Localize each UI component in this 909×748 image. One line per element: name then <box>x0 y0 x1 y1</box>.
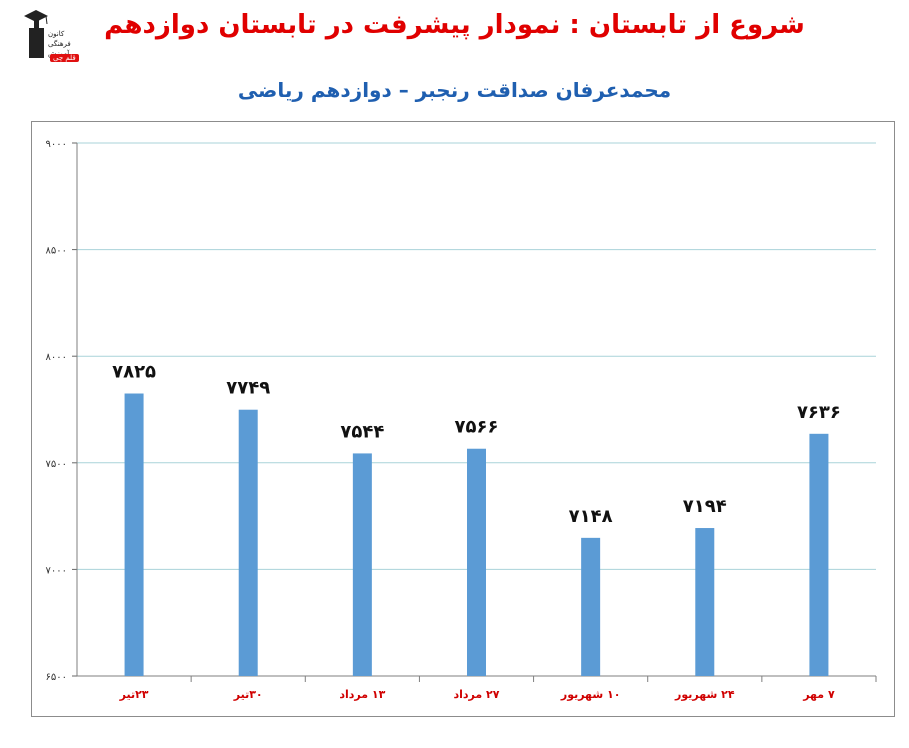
bar <box>695 528 715 676</box>
y-tick-label: ۹۰۰۰ <box>46 139 67 150</box>
data-label: ۷۵۶۶ <box>455 417 499 438</box>
logo: کانون فرهنگی آموزش <box>20 6 76 66</box>
x-tick-label: ۱۰ شهریور <box>560 688 621 701</box>
data-label: ۷۵۴۴ <box>340 421 384 442</box>
x-tick-label: ۲۷ مرداد <box>454 688 500 701</box>
data-label: ۷۱۴۸ <box>569 506 613 527</box>
logo-line-1: کانون <box>48 30 65 38</box>
graduate-icon: کانون فرهنگی آموزش <box>24 10 71 58</box>
logo-line-2: فرهنگی <box>48 39 71 48</box>
bar <box>467 448 486 676</box>
data-label: ۷۱۹۴ <box>683 496 727 517</box>
data-label: ۷۷۴۹ <box>226 378 270 399</box>
bar <box>809 433 829 676</box>
x-tick-label: ۲۴ شهریور <box>674 688 735 701</box>
x-tick-label: ۳۰تیر <box>233 688 263 701</box>
y-tick-label: ۶۵۰۰ <box>46 672 67 683</box>
logo-badge: قلم چی <box>50 54 79 62</box>
y-tick-label: ۷۵۰۰ <box>46 459 67 470</box>
chart-title: شروع از تابستان : نمودار پیشرفت در تابست… <box>104 10 805 40</box>
y-tick-label: ۸۵۰۰ <box>46 246 67 257</box>
y-tick-label: ۸۰۰۰ <box>46 352 67 363</box>
chart-subtitle: محمدعرفان صداقت رنجبر – دوازدهم ریاضی <box>237 78 672 102</box>
chart-frame <box>31 121 895 717</box>
x-tick-label: ۲۳تیر <box>119 688 149 701</box>
bar <box>238 409 258 676</box>
data-label: ۷۸۲۵ <box>112 362 156 383</box>
bar <box>352 453 372 676</box>
y-tick-label: ۷۰۰۰ <box>46 565 67 576</box>
x-tick-label: ۷ مهر <box>802 688 835 701</box>
data-label: ۷۶۳۶ <box>797 402 841 423</box>
bar <box>581 537 601 676</box>
x-tick-label: ۱۳ مرداد <box>339 688 385 701</box>
bar <box>124 393 144 676</box>
logo-line-3: آموزش <box>48 49 70 58</box>
